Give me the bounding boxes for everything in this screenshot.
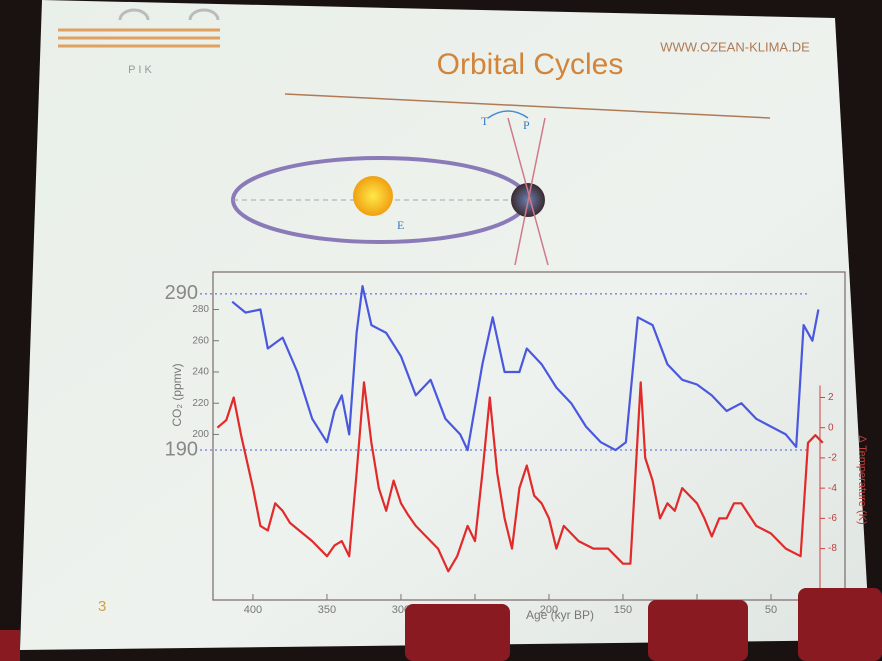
x-axis-label: Age (kyr BP) — [526, 608, 594, 622]
y2-axis-label: Δ Temperature (K) — [856, 435, 868, 524]
x-tick-label: 350 — [318, 604, 336, 616]
title-rule — [284, 93, 771, 119]
y-tick-label: 260 — [192, 335, 209, 346]
y-axis-label: CO₂ (ppmv) — [170, 363, 184, 426]
x-tick-label: 150 — [614, 604, 632, 616]
diagram-label: T — [481, 114, 489, 128]
series-line — [231, 285, 820, 452]
logo-text: P I K — [128, 64, 152, 76]
y2-tick-label: 2 — [828, 392, 834, 403]
y-tick-label: 220 — [192, 398, 209, 409]
reference-label: 290 — [165, 282, 198, 304]
slide — [20, 0, 870, 650]
logo — [58, 8, 220, 48]
chart: 4003503002502001501005002002202402602802… — [165, 271, 848, 616]
audience-seats — [0, 588, 882, 661]
diagram-label: E — [397, 218, 404, 232]
y2-tick-label: 0 — [828, 422, 834, 433]
plot-frame — [212, 271, 846, 601]
y2-tick-label: -6 — [828, 513, 837, 524]
y2-tick-label: -4 — [828, 483, 837, 494]
y-tick-label: 280 — [192, 304, 209, 315]
y-tick-label: 240 — [192, 367, 209, 378]
x-tick-label: 200 — [540, 604, 558, 616]
diagram-label: P — [523, 118, 530, 132]
orbit-diagram — [231, 110, 549, 266]
website: WWW.OZEAN-KLIMA.DE — [660, 39, 810, 54]
reference-label: 190 — [165, 438, 198, 460]
page-number: 3 — [98, 598, 106, 615]
series-line — [216, 381, 824, 573]
y2-tick-label: -2 — [828, 453, 837, 464]
slide-title: Orbital Cycles — [437, 48, 624, 81]
y2-tick-label: -8 — [828, 543, 837, 554]
y-tick-label: 200 — [192, 429, 209, 440]
x-tick-label: 50 — [765, 604, 777, 616]
x-tick-label: 400 — [244, 604, 262, 616]
